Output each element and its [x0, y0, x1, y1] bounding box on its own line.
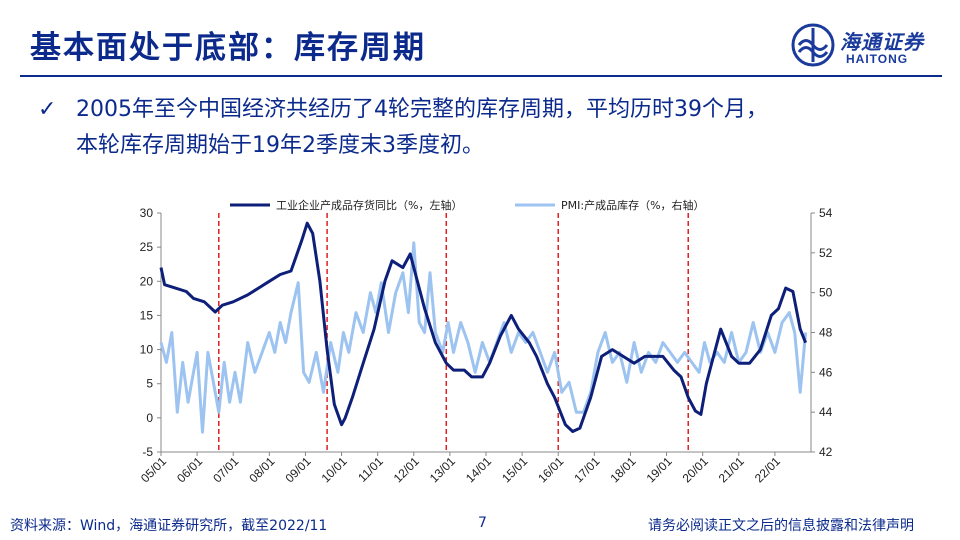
y-right-tick-label: 52	[819, 246, 833, 260]
x-tick-label: 10/01	[319, 454, 350, 485]
x-tick-label: 08/01	[246, 454, 277, 485]
title-divider	[20, 75, 942, 77]
y-right-tick-label: 50	[819, 286, 833, 300]
x-tick-label: 20/01	[680, 454, 711, 485]
logo-chinese-name: 海通证券	[840, 30, 924, 54]
x-tick-label: 09/01	[282, 454, 313, 485]
logo-english-name: HAITONG	[846, 52, 909, 66]
x-tick-label: 12/01	[391, 454, 422, 485]
y-left-tick-label: -5	[142, 445, 153, 459]
page-title: 基本面处于底部：库存周期	[30, 30, 426, 66]
summary-line-1: 2005年至今中国经济共经历了4轮完整的库存周期，平均历时39个月，	[76, 97, 768, 122]
x-tick-label: 13/01	[427, 454, 458, 485]
x-tick-label: 18/01	[607, 454, 638, 485]
x-tick-label: 22/01	[752, 454, 783, 485]
company-logo: 海通证券 HAITONG	[790, 22, 940, 68]
x-tick-label: 14/01	[463, 454, 494, 485]
x-tick-label: 17/01	[571, 454, 602, 485]
y-left-tick-label: 25	[140, 240, 154, 254]
legend-label-pmi: PMI:产成品库存（%，右轴）	[561, 198, 705, 212]
y-right-tick-label: 44	[819, 405, 833, 419]
summary-bullet: ✓ 2005年至今中国经济共经历了4轮完整的库存周期，平均历时39个月， 本轮库…	[38, 92, 920, 164]
source-note: 资料来源：Wind，海通证券研究所，截至2022/11	[10, 518, 328, 534]
y-right-tick-label: 46	[819, 365, 833, 379]
series-inventory-yoy-line	[159, 221, 807, 433]
haitong-emblem-icon	[791, 23, 835, 67]
disclaimer: 请务必阅读正文之后的信息披露和法律声明	[648, 518, 914, 534]
y-right-tick-label: 42	[819, 445, 833, 459]
y-left-tick-label: 20	[140, 274, 154, 288]
summary-line-2: 本轮库存周期始于19年2季度末3季度初。	[76, 133, 484, 158]
y-right-tick-label: 48	[819, 326, 833, 340]
y-left-tick-label: 30	[140, 206, 154, 220]
y-left-tick-label: 15	[140, 308, 154, 322]
series-pmi-inventory-line	[159, 241, 808, 434]
page-number: 7	[478, 515, 487, 531]
checkmark-icon: ✓	[38, 97, 57, 122]
x-tick-label: 06/01	[174, 454, 205, 485]
x-tick-label: 16/01	[535, 454, 566, 485]
x-tick-label: 11/01	[355, 454, 386, 485]
y-right-tick-label: 54	[819, 206, 833, 220]
x-tick-label: 15/01	[499, 454, 530, 485]
x-tick-label: 19/01	[644, 454, 675, 485]
x-tick-label: 21/01	[716, 454, 747, 485]
y-left-tick-label: 5	[146, 377, 153, 391]
legend-label-inventory: 工业企业产成品存货同比（%，左轴）	[276, 198, 462, 212]
y-left-tick-label: 0	[146, 411, 153, 425]
y-left-tick-label: 10	[140, 343, 154, 357]
x-tick-label: 07/01	[210, 454, 241, 485]
